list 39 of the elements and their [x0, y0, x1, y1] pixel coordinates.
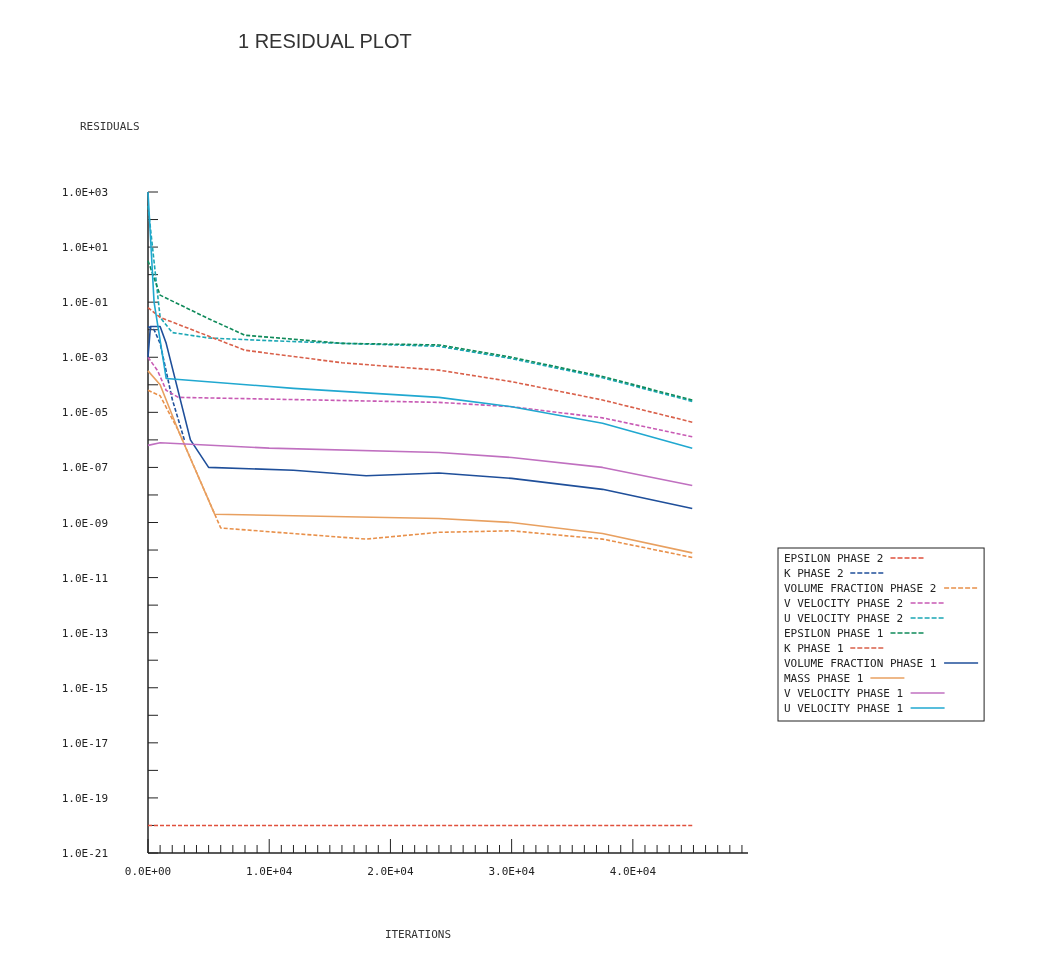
legend-label: VOLUME FRACTION PHASE 2 — [784, 582, 937, 595]
y-tick-label: 1.0E+01 — [61, 241, 108, 255]
chart-title: 1 RESIDUAL PLOT — [238, 30, 412, 52]
y-tick-label: 1.0E-13 — [61, 626, 108, 640]
legend-label: EPSILON PHASE 1 — [784, 627, 884, 640]
line-series — [147, 441, 694, 487]
y-axis-title: RESIDUALS — [80, 120, 140, 133]
y-tick-label: 1.0E-15 — [61, 681, 108, 695]
y-tick-label: 1.0E-09 — [61, 516, 108, 530]
legend-label: VOLUME FRACTION PHASE 1 — [784, 657, 937, 670]
legend-label: EPSILON PHASE 2 — [784, 552, 884, 565]
y-tick-label: 1.0E-21 — [61, 847, 108, 860]
legend-label: U VELOCITY PHASE 2 — [784, 612, 904, 625]
line-series — [147, 325, 694, 510]
y-tick-label: 1.0E-03 — [61, 351, 108, 365]
x-tick-label: 3.0E+04 — [488, 865, 536, 878]
line-series — [147, 204, 694, 403]
line-series — [147, 191, 694, 449]
legend-label: U VELOCITY PHASE 1 — [784, 702, 904, 715]
legend-label: MASS PHASE 1 — [784, 672, 864, 685]
x-tick-label: 4.0E+04 — [609, 865, 657, 878]
y-tick-label: 1.0E+03 — [61, 186, 108, 199]
line-series — [147, 356, 694, 438]
line-series — [147, 259, 694, 401]
line-series — [147, 306, 694, 423]
x-tick-label: 1.0E+04 — [246, 865, 293, 878]
y-tick-label: 1.0E-01 — [61, 296, 108, 310]
x-tick-label: 0.0E+00 — [124, 865, 172, 878]
x-axis-title: ITERATIONS — [384, 928, 452, 941]
y-tick-label: 1.0E-07 — [61, 461, 108, 475]
y-tick-label: 1.0E-11 — [61, 571, 108, 585]
legend-label: V VELOCITY PHASE 1 — [784, 687, 904, 700]
y-tick-label: 1.0E-17 — [61, 736, 108, 750]
legend-label: V VELOCITY PHASE 2 — [784, 597, 904, 610]
legend-label: K PHASE 2 — [784, 567, 844, 580]
legend-label: K PHASE 1 — [784, 642, 844, 655]
y-tick-label: 1.0E-19 — [61, 791, 108, 805]
x-tick-label: 2.0E+04 — [367, 865, 414, 878]
y-tick-label: 1.0E-05 — [61, 406, 108, 420]
